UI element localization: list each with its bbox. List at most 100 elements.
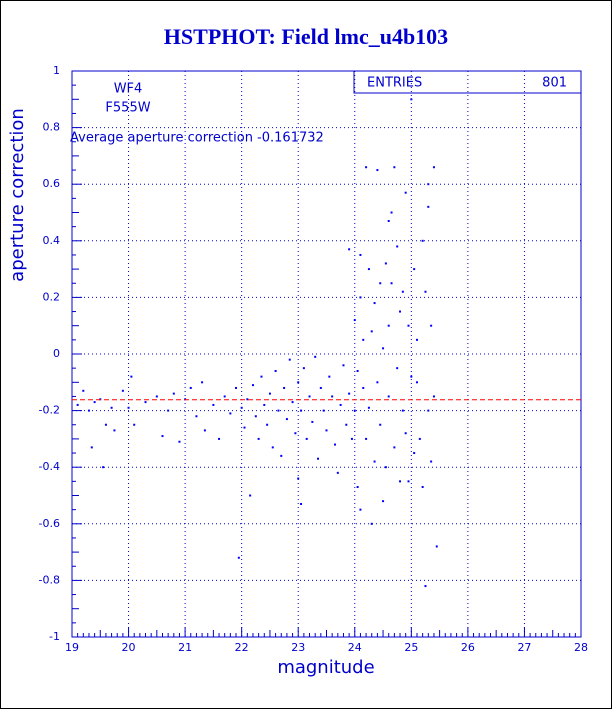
point (201, 381, 204, 384)
point (427, 183, 430, 186)
y-tick-label: 0 (53, 347, 60, 360)
annotation: Average aperture correction -0.161732 (70, 131, 324, 146)
point (277, 409, 280, 412)
point (404, 191, 407, 194)
point (427, 409, 430, 412)
point (387, 395, 390, 398)
point (300, 409, 303, 412)
y-tick-label: 1 (53, 64, 60, 77)
point (294, 432, 297, 435)
y-tick-label: -0.8 (39, 573, 60, 586)
point (365, 166, 368, 169)
point (339, 403, 342, 406)
x-tick-label: 28 (574, 641, 588, 654)
point (410, 98, 413, 101)
point (367, 268, 370, 271)
point (370, 522, 373, 525)
point (336, 471, 339, 474)
y-tick-label: 0.4 (43, 234, 61, 247)
point (314, 355, 317, 358)
point (382, 347, 385, 350)
point (401, 290, 404, 293)
y-tick-label: 0.6 (43, 177, 61, 190)
point (421, 486, 424, 489)
y-tick-label: -0.2 (39, 404, 60, 417)
point (311, 420, 314, 423)
x-tick-label: 21 (178, 641, 192, 654)
point (263, 403, 266, 406)
point (393, 166, 396, 169)
y-tick-label: -0.6 (39, 517, 60, 530)
point (172, 392, 175, 395)
x-tick-label: 22 (235, 641, 249, 654)
point (257, 437, 260, 440)
point (379, 423, 382, 426)
point (82, 389, 85, 392)
y-tick-label: 0.2 (43, 290, 61, 303)
point (155, 395, 158, 398)
point (76, 403, 79, 406)
point (359, 296, 362, 299)
point (322, 409, 325, 412)
point (384, 466, 387, 469)
point (399, 310, 402, 313)
point (285, 418, 288, 421)
point (415, 381, 418, 384)
chart-title: HSTPHOT: Field lmc_u4b103 (164, 24, 448, 49)
point (373, 302, 376, 305)
point (212, 403, 215, 406)
x-tick-label: 27 (517, 641, 531, 654)
point (359, 253, 362, 256)
point (410, 375, 413, 378)
point (432, 395, 435, 398)
point (421, 239, 424, 242)
point (328, 375, 331, 378)
point (87, 409, 90, 412)
x-tick-label: 25 (404, 641, 418, 654)
point (203, 429, 206, 432)
point (235, 386, 238, 389)
stats-label: ENTRIES (367, 76, 422, 91)
point (229, 412, 232, 415)
point (130, 375, 133, 378)
point (356, 486, 359, 489)
point (342, 364, 345, 367)
point (401, 409, 404, 412)
x-tick-label: 26 (461, 641, 475, 654)
point (249, 494, 252, 497)
point (90, 446, 93, 449)
point (382, 500, 385, 503)
point (133, 423, 136, 426)
y-axis-label: aperture correction (7, 108, 28, 282)
point (376, 381, 379, 384)
point (243, 426, 246, 429)
point (430, 324, 433, 327)
point (356, 369, 359, 372)
y-tick-label: -1 (49, 630, 60, 643)
point (362, 386, 365, 389)
point (413, 452, 416, 455)
y-tick-label: -0.4 (39, 460, 60, 473)
point (345, 423, 348, 426)
point (376, 169, 379, 172)
point (300, 502, 303, 505)
point (268, 392, 271, 395)
point (195, 415, 198, 418)
point (390, 282, 393, 285)
point (104, 423, 107, 426)
point (387, 324, 390, 327)
point (274, 369, 277, 372)
point (430, 460, 433, 463)
point (424, 290, 427, 293)
point (370, 330, 373, 333)
point (407, 480, 410, 483)
point (424, 585, 427, 588)
point (331, 395, 334, 398)
point (359, 508, 362, 511)
point (266, 423, 269, 426)
point (415, 338, 418, 341)
point (280, 454, 283, 457)
point (251, 384, 254, 387)
point (350, 437, 353, 440)
